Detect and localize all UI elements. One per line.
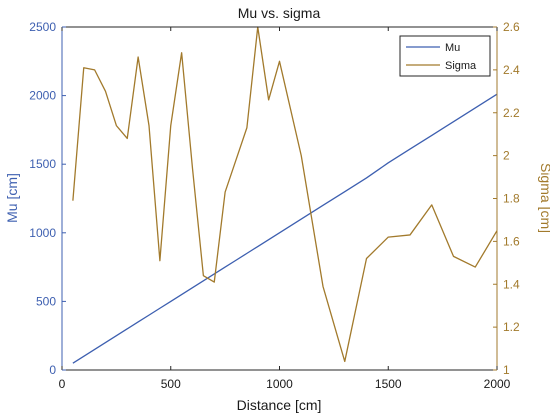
y-left-tick-label: 1500 bbox=[29, 157, 56, 171]
x-axis-label: Distance [cm] bbox=[237, 397, 322, 413]
x-tick-label: 500 bbox=[161, 377, 181, 391]
x-tick-label: 2000 bbox=[484, 377, 511, 391]
y-right-tick-label: 1.4 bbox=[503, 277, 520, 291]
y-right-tick-label: 2.4 bbox=[503, 63, 520, 77]
y-right-tick-label: 2.2 bbox=[503, 106, 520, 120]
x-tick-label: 1000 bbox=[266, 377, 293, 391]
x-ticks: 0 500 1000 1500 2000 bbox=[59, 27, 511, 391]
y-left-tick-label: 500 bbox=[36, 294, 56, 308]
y-right-tick-label: 1.2 bbox=[503, 320, 520, 334]
x-tick-label: 0 bbox=[59, 377, 66, 391]
legend-box bbox=[399, 35, 491, 77]
chart-title: Mu vs. sigma bbox=[238, 5, 321, 21]
y-left-tick-label: 2000 bbox=[29, 89, 56, 103]
plot-area bbox=[62, 27, 497, 370]
series-layer bbox=[72, 26, 498, 364]
y-left-axis-label: Mu [cm] bbox=[4, 173, 20, 223]
y-left-tick-label: 2500 bbox=[29, 20, 56, 34]
x-tick-label: 1500 bbox=[375, 377, 402, 391]
y-left-ticks: 0 500 1000 1500 2000 2500 bbox=[29, 20, 66, 377]
y-right-ticks: 1 1.2 1.4 1.6 1.8 2 2.2 2.4 2.6 bbox=[493, 20, 520, 377]
y-right-axis-label: Sigma [cm] bbox=[538, 163, 550, 233]
y-right-tick-label: 1.8 bbox=[503, 192, 520, 206]
y-right-tick-label: 2 bbox=[503, 149, 510, 163]
y-left-tick-label: 1000 bbox=[29, 226, 56, 240]
y-left-tick-label: 0 bbox=[49, 363, 56, 377]
legend-label-mu: Mu bbox=[445, 42, 460, 54]
y-right-tick-label: 1 bbox=[503, 363, 510, 377]
series-line-mu bbox=[72, 93, 498, 364]
y-right-tick-label: 1.6 bbox=[503, 234, 520, 248]
y-right-tick-label: 2.6 bbox=[503, 20, 520, 34]
legend-label-sigma: Sigma bbox=[445, 60, 477, 72]
legend: Mu Sigma bbox=[399, 35, 491, 77]
series-line-sigma bbox=[72, 26, 498, 363]
